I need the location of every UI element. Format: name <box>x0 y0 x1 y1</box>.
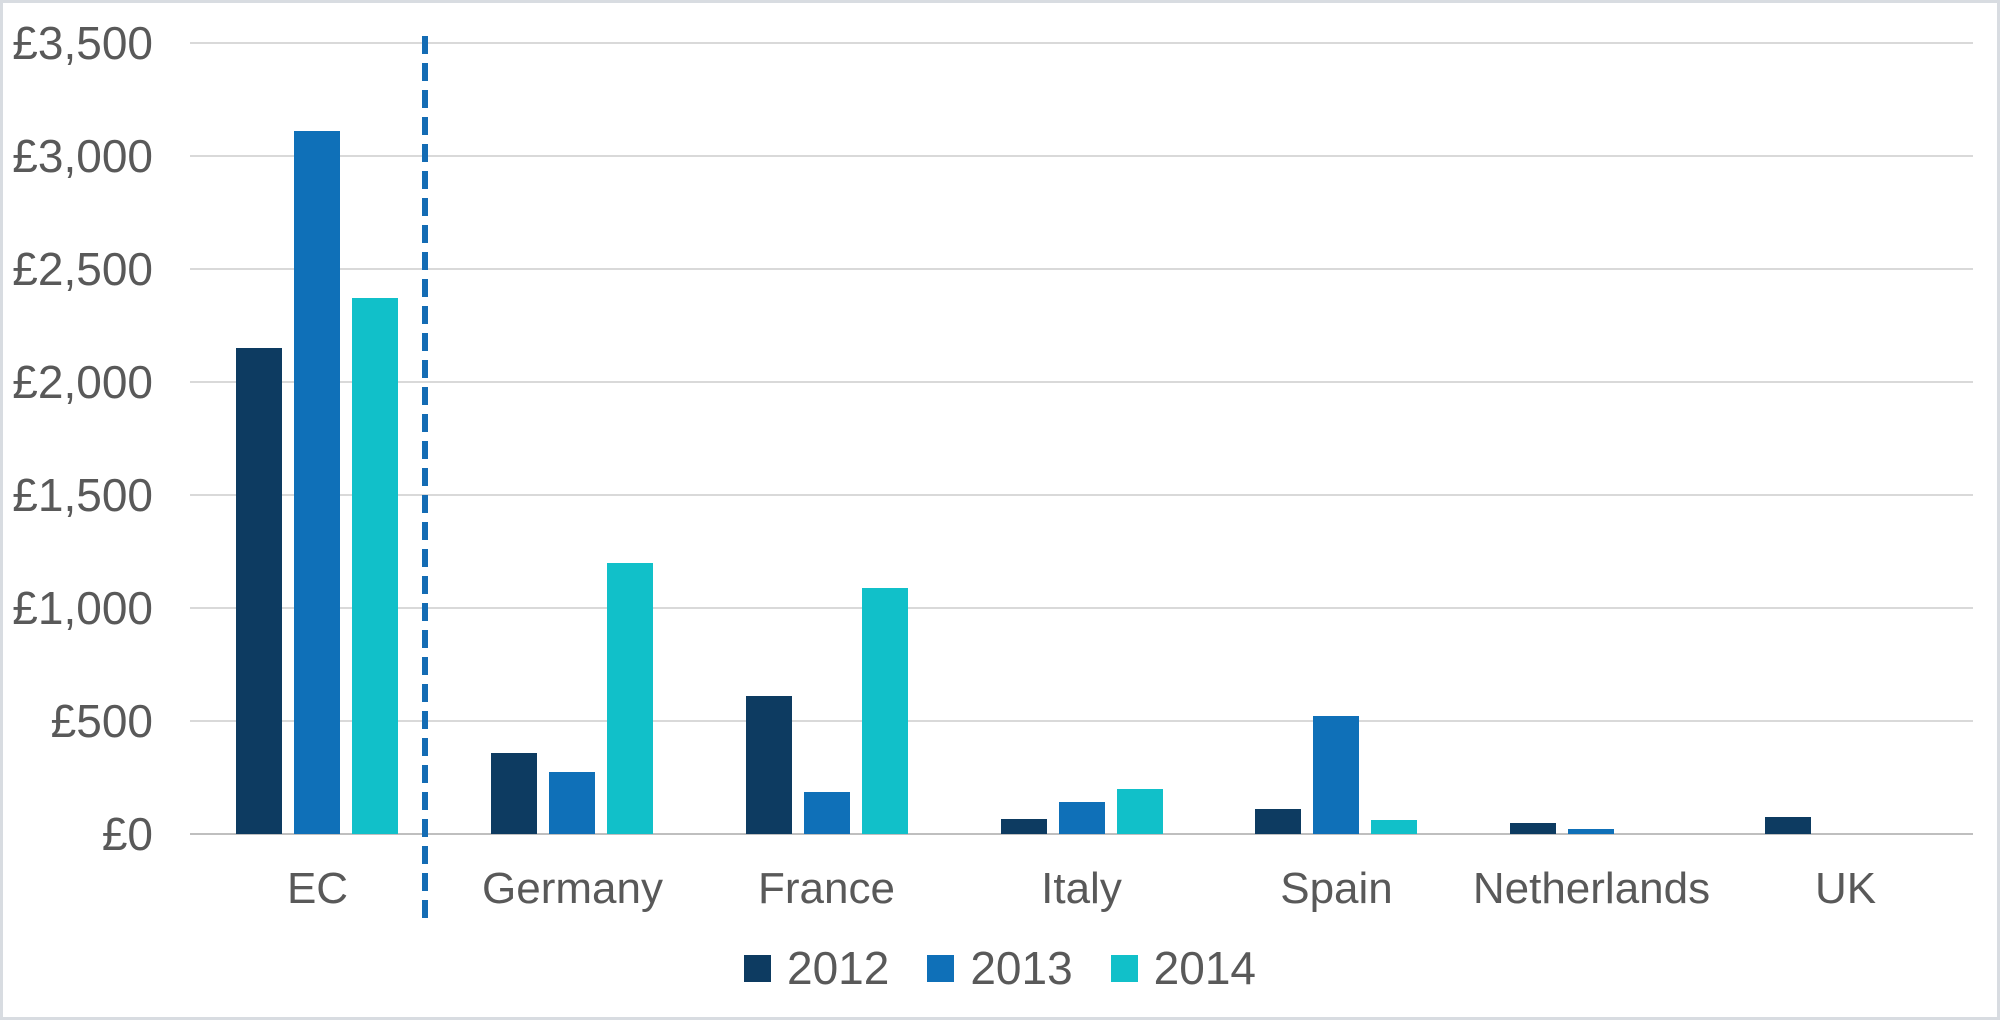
bar-france-2014 <box>862 588 908 834</box>
bar-france-2012 <box>746 696 792 834</box>
y-axis-tick-label: £1,500 <box>12 469 153 521</box>
legend: 2012 2013 2014 <box>3 941 1997 995</box>
bar-germany-2012 <box>491 753 537 834</box>
gridline <box>190 494 1973 496</box>
bar-spain-2013 <box>1313 716 1359 834</box>
bar-france-2013 <box>804 792 850 834</box>
x-axis-category-label-germany: Germany <box>482 864 663 913</box>
legend-label-2012: 2012 <box>786 942 890 994</box>
bar-spain-2014 <box>1371 820 1417 834</box>
bar-germany-2014 <box>607 563 653 834</box>
bar-germany-2013 <box>549 772 595 834</box>
x-axis-category-label-spain: Spain <box>1280 864 1393 913</box>
legend-item-2013: 2013 <box>927 941 1073 995</box>
legend-item-2012: 2012 <box>743 941 890 995</box>
ec-country-separator-dashed-line <box>422 36 428 923</box>
y-axis-tick-label: £500 <box>50 695 153 747</box>
y-axis-tick-label: £2,500 <box>12 243 153 295</box>
bar-ec-2013 <box>294 131 340 834</box>
gridline <box>190 268 1973 270</box>
bar-spain-2012 <box>1255 809 1301 834</box>
bar-netherlands-2013 <box>1568 829 1614 834</box>
x-axis-category-label-uk: UK <box>1814 864 1877 913</box>
x-axis-category-label-netherlands: Netherlands <box>1472 864 1711 913</box>
bar-italy-2014 <box>1117 789 1163 834</box>
x-axis-category-label-france: France <box>758 864 895 913</box>
gridline <box>190 42 1973 44</box>
y-axis-tick-label: £2,000 <box>12 356 153 408</box>
gridline <box>190 155 1973 157</box>
x-axis-category-label-italy: Italy <box>1041 864 1122 913</box>
legend-swatch-icon-2012 <box>743 954 771 982</box>
legend-label-2013: 2013 <box>970 942 1073 994</box>
bar-ec-2014 <box>352 298 398 834</box>
bar-italy-2013 <box>1059 802 1105 834</box>
y-axis-tick-label: £1,000 <box>12 582 153 634</box>
x-axis-baseline <box>190 833 1973 835</box>
y-axis-tick-label: £3,000 <box>12 130 153 182</box>
bar-netherlands-2012 <box>1510 823 1556 834</box>
legend-label-2014: 2014 <box>1153 942 1257 994</box>
bar-italy-2012 <box>1001 819 1047 834</box>
legend-swatch-icon-2014 <box>1110 954 1138 982</box>
legend-swatch-icon-2013 <box>927 954 955 982</box>
gridline <box>190 720 1973 722</box>
x-axis-category-label-ec: EC <box>286 864 349 913</box>
bar-uk-2012 <box>1765 817 1811 834</box>
legend-item-2014: 2014 <box>1110 941 1257 995</box>
y-axis-tick-label: £0 <box>101 808 153 860</box>
gridline <box>190 381 1973 383</box>
bar-ec-2012 <box>236 348 282 834</box>
y-axis-tick-label: £3,500 <box>12 17 153 69</box>
gridline <box>190 607 1973 609</box>
